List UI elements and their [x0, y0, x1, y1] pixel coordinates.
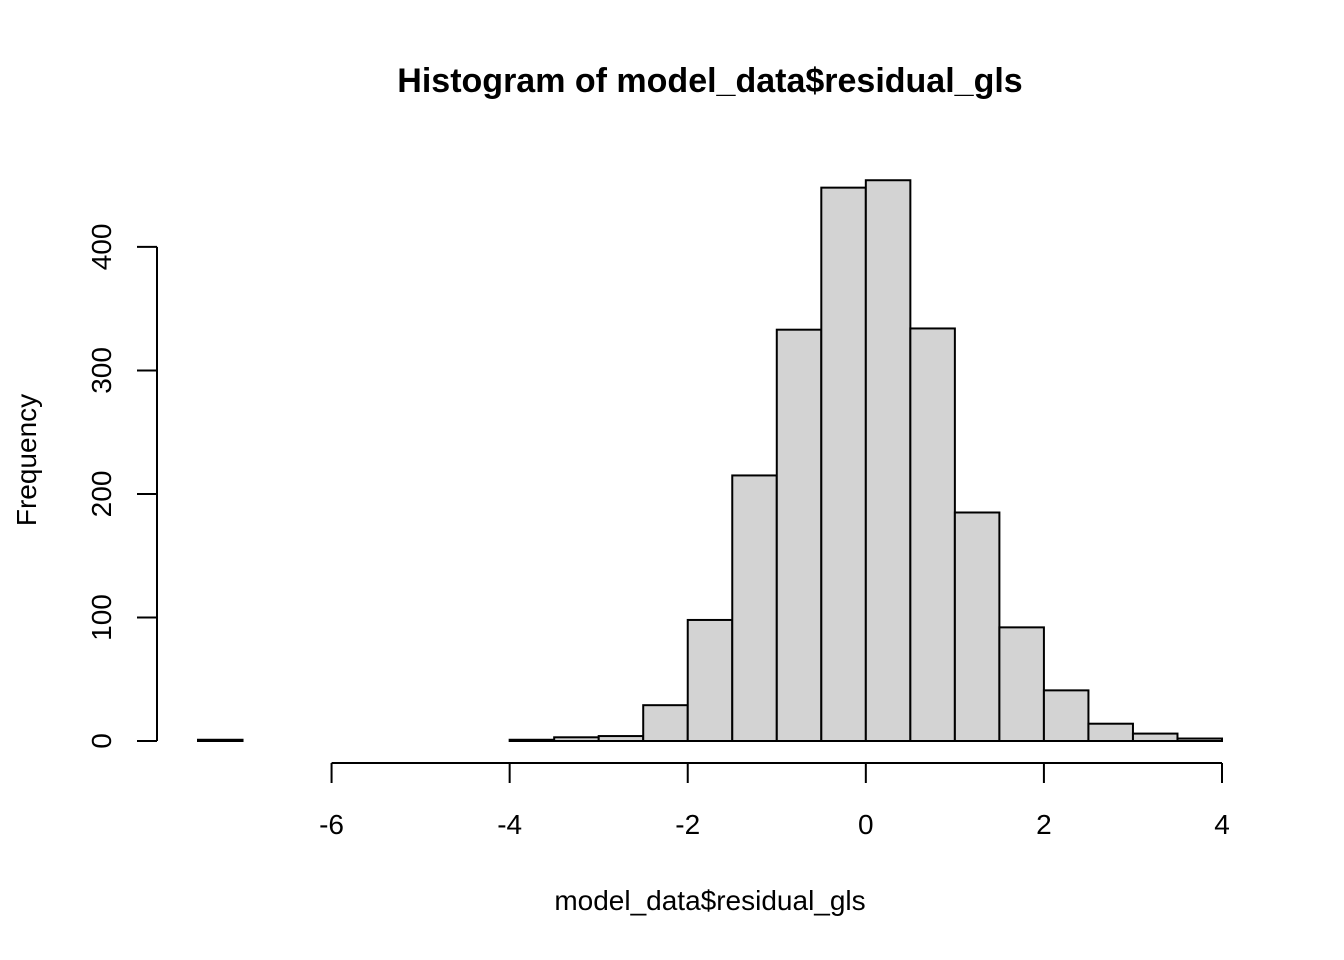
histogram-bars [197, 179, 1224, 743]
histogram-bar [731, 474, 778, 742]
x-tick-label: 2 [1036, 809, 1052, 840]
histogram-bar [1087, 722, 1134, 743]
histogram-bar [553, 736, 600, 742]
histogram-bar [1176, 737, 1224, 742]
y-axis-label: Frequency [11, 394, 42, 526]
histogram-bar [1131, 732, 1179, 742]
histogram-bar [953, 511, 1001, 742]
histogram-bar [820, 186, 867, 742]
chart-title: Histogram of model_data$residual_gls [397, 62, 1022, 100]
y-tick-label: 0 [86, 733, 117, 749]
histogram-bar [1042, 689, 1090, 742]
x-tick-label: -4 [497, 809, 522, 840]
x-axis-label: model_data$residual_gls [554, 885, 865, 916]
y-tick-label: 300 [86, 347, 117, 394]
x-axis: -6 -4 -2 0 2 4 [319, 762, 1230, 840]
histogram-bar [909, 327, 956, 742]
x-tick-label: -2 [675, 809, 700, 840]
histogram-bar [597, 735, 645, 742]
x-tick-label: -6 [319, 809, 344, 840]
y-tick-label: 100 [86, 594, 117, 641]
histogram-bar [998, 626, 1045, 742]
x-tick-label: 4 [1214, 809, 1230, 840]
histogram-bar [197, 738, 244, 742]
histogram-bar [864, 179, 912, 742]
histogram-bar [508, 738, 556, 742]
x-tick-label: 0 [858, 809, 874, 840]
y-tick-label: 400 [86, 224, 117, 271]
y-axis: 0 100 200 300 400 [86, 224, 158, 749]
histogram-bar [642, 704, 689, 743]
histogram-bar [775, 328, 823, 742]
y-tick-label: 200 [86, 471, 117, 518]
histogram-bar [686, 618, 734, 743]
